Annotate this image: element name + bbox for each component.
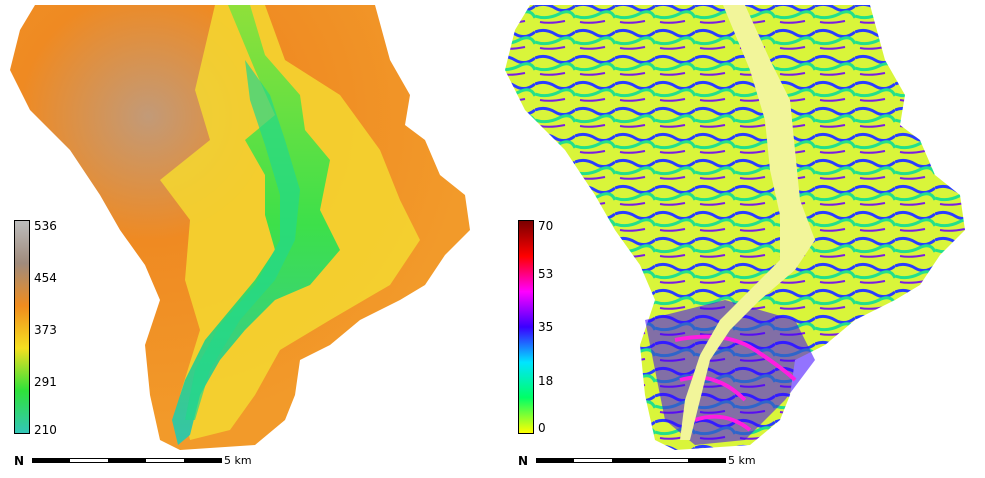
elevation-tick: 536 <box>34 219 57 233</box>
scale-label: 5 km <box>224 454 252 467</box>
elevation-tick: 210 <box>34 423 57 437</box>
elevation-scalebar: N 5 km <box>14 452 254 470</box>
elevation-valley-floor <box>185 60 300 420</box>
scale-bar-graphic <box>32 458 222 463</box>
slope-terrain <box>505 5 965 450</box>
slope-tick: 53 <box>538 267 554 281</box>
slope-scalebar: N 5 km <box>518 452 778 470</box>
slope-valley-floor <box>680 5 815 440</box>
slope-tick: 35 <box>538 320 554 334</box>
north-arrow-icon: N <box>14 454 25 468</box>
elevation-tick: 373 <box>34 323 57 337</box>
elevation-tick: 454 <box>34 271 57 285</box>
slope-magenta-ridges <box>674 334 797 432</box>
elevation-map <box>10 5 470 450</box>
elevation-tick: 291 <box>34 375 57 389</box>
slope-tick: 18 <box>538 374 554 388</box>
slope-legend: 70 53 35 18 0 <box>518 220 578 434</box>
slope-tick: 70 <box>538 219 554 233</box>
elevation-legend: 536 454 373 291 210 <box>14 219 74 437</box>
slope-map <box>505 5 965 450</box>
elevation-colorbar <box>14 220 30 434</box>
scale-label: 5 km <box>728 454 756 467</box>
scale-bar-graphic <box>536 458 726 463</box>
slope-colorbar <box>518 220 534 434</box>
north-arrow-icon: N <box>518 454 529 468</box>
elevation-river-valley <box>172 5 340 445</box>
slope-tick: 0 <box>538 421 546 435</box>
